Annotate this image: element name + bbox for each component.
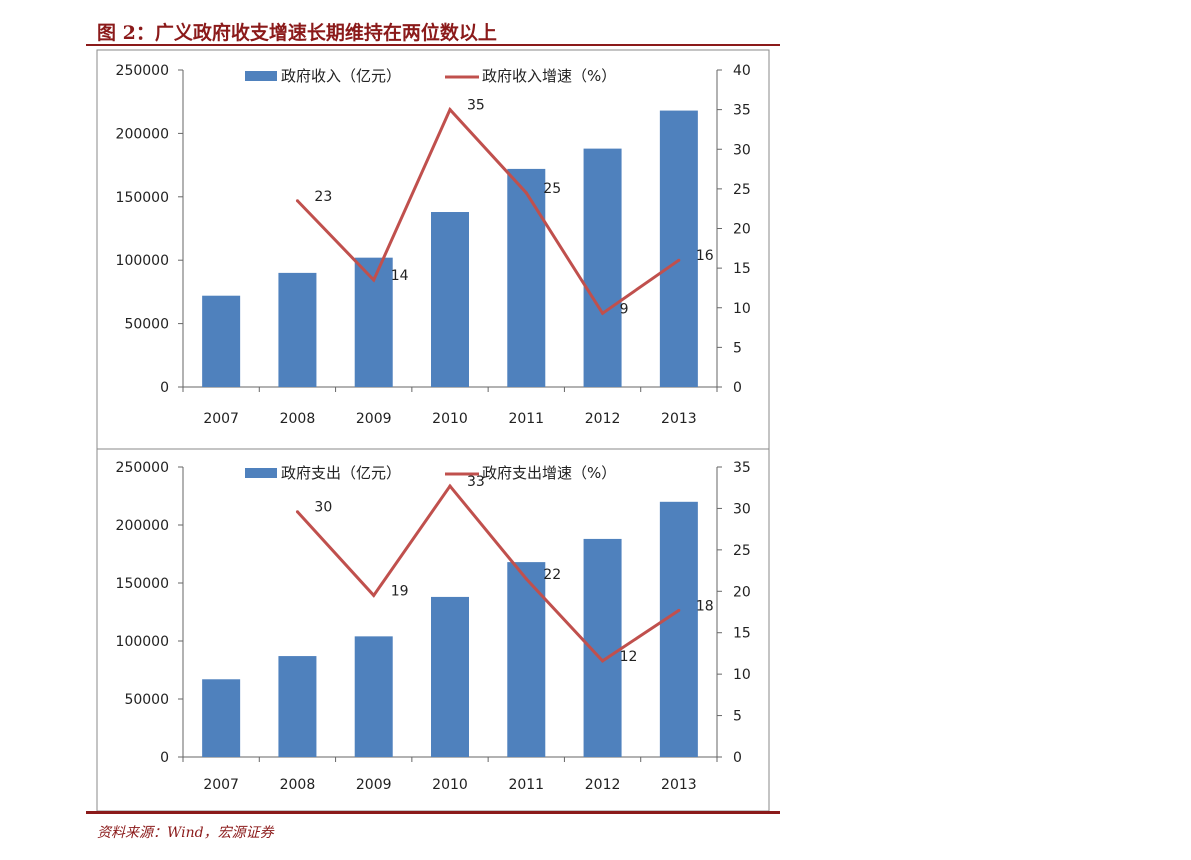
footer-rule: [86, 811, 780, 814]
right-tick-label: 30: [733, 142, 751, 158]
x-tick-label: 2008: [280, 411, 316, 427]
right-tick-label: 20: [733, 584, 751, 600]
left-tick-label: 50000: [124, 692, 169, 708]
growth-data-label: 33: [467, 474, 485, 490]
growth-point-2013: [677, 258, 681, 262]
title-rule: [86, 44, 780, 46]
growth-data-label: 18: [696, 598, 714, 614]
left-tick-label: 200000: [116, 518, 169, 534]
bar-2007: [202, 679, 241, 757]
growth-point-2011: [524, 191, 528, 195]
growth-data-label: 16: [696, 248, 714, 264]
growth-point-2010: [448, 484, 452, 488]
right-tick-label: 30: [733, 501, 751, 517]
right-tick-label: 15: [733, 626, 751, 642]
bar-2010: [431, 212, 469, 387]
growth-data-label: 35: [467, 98, 485, 114]
right-tick-label: 5: [733, 340, 742, 356]
legend-line-label: 政府支出增速（%）: [482, 464, 616, 482]
right-tick-label: 0: [733, 380, 742, 396]
right-tick-label: 15: [733, 261, 751, 277]
bar-2007: [202, 295, 241, 387]
x-tick-label: 2013: [661, 777, 697, 793]
x-tick-label: 2008: [280, 777, 316, 793]
left-tick-label: 250000: [116, 63, 169, 79]
right-tick-label: 5: [733, 709, 742, 725]
right-tick-label: 0: [733, 750, 742, 766]
x-tick-label: 2007: [203, 411, 239, 427]
growth-point-2009: [372, 593, 376, 597]
growth-data-label: 19: [391, 583, 409, 599]
growth-data-label: 23: [314, 189, 332, 205]
growth-data-label: 9: [620, 301, 629, 317]
revenue-chart: 0 50000 100000 150000 200000 250000 0 5 10 15 20 25…: [116, 63, 751, 427]
left-tick-label: 0: [160, 750, 169, 766]
growth-point-2013: [677, 608, 681, 612]
right-tick-label: 20: [733, 222, 751, 238]
right-tick-label: 10: [733, 667, 751, 683]
x-tick-label: 2010: [432, 777, 468, 793]
x-tick-label: 2011: [508, 777, 544, 793]
growth-line: [296, 483, 680, 663]
bar-2008: [278, 656, 317, 757]
growth-point-2009: [372, 278, 376, 282]
legend-bar-label: 政府收入（亿元）: [281, 67, 401, 85]
right-tick-label: 25: [733, 543, 751, 559]
source-note: 资料来源：Wind，宏源证券: [97, 825, 274, 841]
growth-point-2012: [601, 311, 605, 315]
right-tick-label: 40: [733, 63, 751, 79]
growth-line: [296, 106, 680, 316]
left-tick-label: 50000: [124, 317, 169, 333]
growth-point-2008: [295, 199, 299, 203]
bar-2012: [583, 148, 622, 387]
figure-title: 图 2：广义政府收支增速长期维持在两位数以上: [97, 22, 497, 44]
left-tick-label: 100000: [116, 634, 169, 650]
legend-bar-swatch: [245, 468, 277, 478]
growth-point-2012: [601, 659, 605, 663]
x-tick-label: 2009: [356, 777, 392, 793]
growth-data-label: 12: [620, 649, 638, 665]
growth-point-2010: [448, 108, 452, 112]
x-tick-label: 2012: [585, 777, 621, 793]
legend-line-label: 政府收入增速（%）: [482, 67, 616, 85]
x-tick-label: 2007: [203, 777, 239, 793]
x-tick-label: 2009: [356, 411, 392, 427]
x-tick-label: 2011: [508, 411, 544, 427]
bar-2008: [278, 272, 317, 387]
x-tick-label: 2013: [661, 411, 697, 427]
right-tick-label: 35: [733, 103, 751, 119]
left-tick-label: 150000: [116, 190, 169, 206]
growth-data-label: 22: [543, 567, 561, 583]
growth-point-2008: [295, 510, 299, 514]
growth-data-label: 30: [314, 500, 332, 516]
left-tick-label: 250000: [116, 460, 169, 476]
growth-data-label: 25: [543, 181, 561, 197]
growth-data-label: 14: [391, 268, 409, 284]
legend-bar-swatch: [245, 71, 277, 81]
growth-point-2011: [524, 577, 528, 581]
bar-2010: [431, 596, 469, 757]
expenditure-chart: 0 50000 100000 150000 200000 250000 0 5 10 15 20 25…: [116, 460, 751, 793]
bar-2013: [659, 110, 698, 388]
bar-2013: [659, 501, 698, 757]
right-tick-label: 25: [733, 182, 751, 198]
left-tick-label: 200000: [116, 126, 169, 142]
right-tick-label: 35: [733, 460, 751, 476]
x-tick-label: 2012: [585, 411, 621, 427]
x-tick-label: 2010: [432, 411, 468, 427]
left-tick-label: 0: [160, 380, 169, 396]
right-tick-label: 10: [733, 301, 751, 317]
left-tick-label: 100000: [116, 253, 169, 269]
bar-2009: [354, 636, 393, 757]
legend-bar-label: 政府支出（亿元）: [281, 464, 401, 482]
bar-2011: [507, 168, 546, 387]
left-tick-label: 150000: [116, 576, 169, 592]
